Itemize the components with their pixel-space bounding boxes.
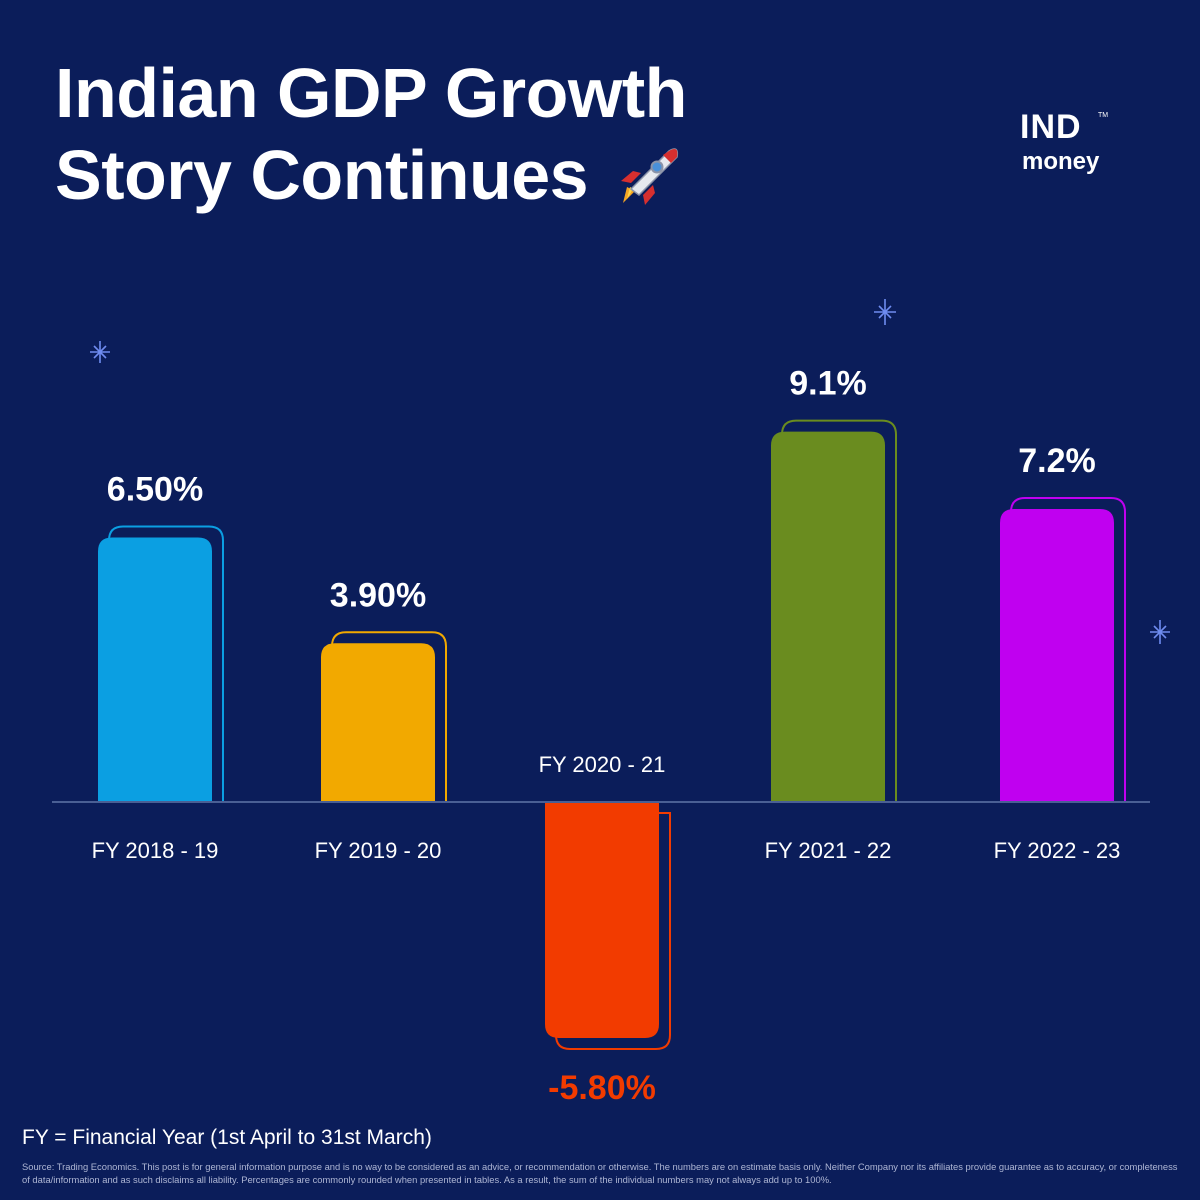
bar	[98, 537, 212, 802]
sparkle-icon	[90, 341, 110, 363]
logo-text-ind: IND	[1020, 108, 1082, 146]
sparkle-icon	[874, 299, 896, 325]
bar-outline	[781, 419, 897, 803]
footnote: FY = Financial Year (1st April to 31st M…	[22, 1126, 432, 1149]
bars-layer	[98, 419, 1126, 1051]
title-line-2-text: Story Continues	[55, 136, 589, 214]
bar	[1000, 508, 1114, 802]
category-label: FY 2019 - 20	[315, 838, 442, 863]
sparkle-icon	[1150, 620, 1170, 644]
bar-outline	[555, 812, 671, 1051]
indmoney-logo: IND TM money	[1020, 100, 1109, 180]
bar	[321, 643, 435, 802]
title-line-1: Indian GDP Growth	[55, 54, 687, 132]
category-label: FY 2020 - 21	[539, 752, 666, 777]
bar	[771, 431, 885, 802]
title-line-2: Story Continues	[55, 134, 835, 216]
bar-outline	[331, 631, 447, 803]
bar-outline	[1010, 496, 1126, 803]
logo-trademark: TM	[1098, 112, 1109, 119]
data-label: -5.80%	[548, 1069, 656, 1107]
source-disclaimer: Source: Trading Economics. This post is …	[22, 1161, 1178, 1185]
category-label: FY 2021 - 22	[765, 838, 892, 863]
data-label: 9.1%	[789, 365, 867, 403]
data-label: 7.2%	[1018, 442, 1096, 480]
bar-outline	[108, 525, 224, 803]
data-label: 6.50%	[107, 470, 203, 508]
labels-layer: 6.50% FY 2018 - 19 3.90% FY 2019 - 20 -5.80%…	[92, 365, 1121, 1107]
category-label: FY 2022 - 23	[994, 838, 1121, 863]
category-label: FY 2018 - 19	[92, 838, 219, 863]
page-title: Indian GDP Growth Story Continues	[55, 52, 835, 216]
data-label: 3.90%	[330, 576, 426, 614]
logo-text-money: money	[1022, 148, 1100, 175]
sparkle-decorations	[90, 299, 1170, 644]
bar	[545, 802, 659, 1039]
rocket-icon	[621, 148, 679, 205]
